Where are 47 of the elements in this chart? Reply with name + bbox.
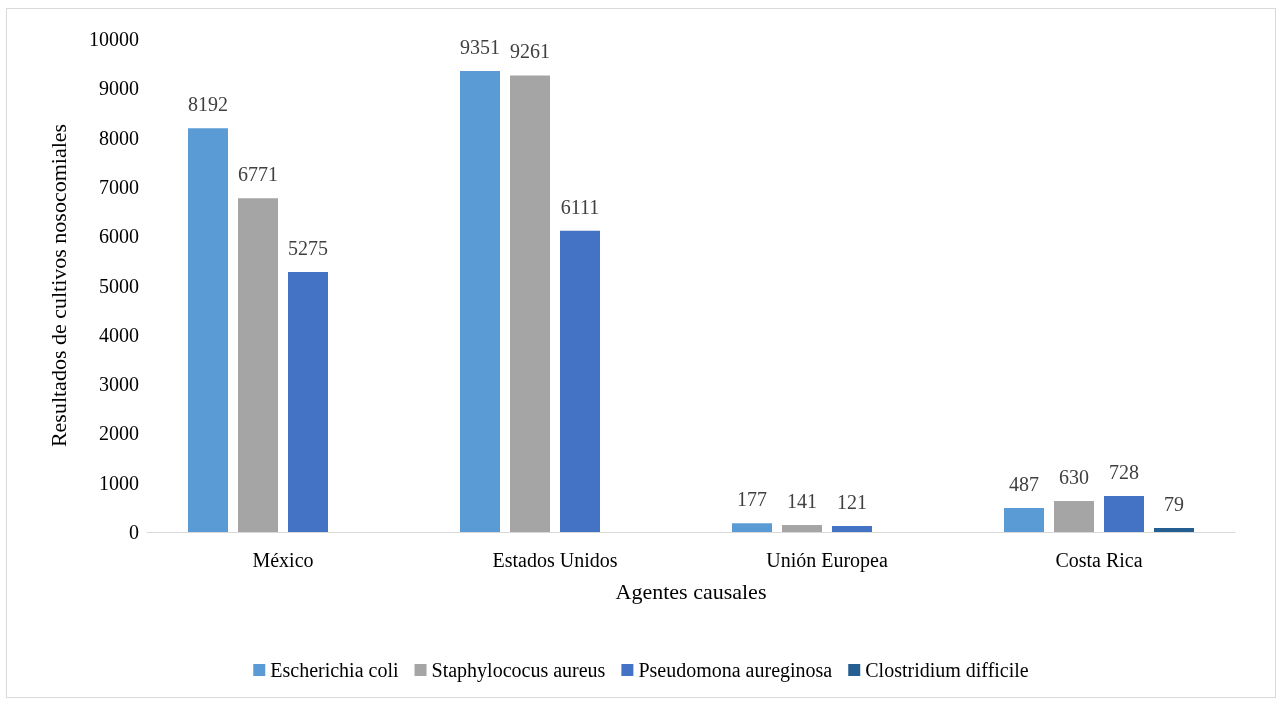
bar xyxy=(1004,507,1044,532)
x-tick-label: Unión Europea xyxy=(766,549,888,572)
bar xyxy=(782,525,822,532)
y-tick-label: 9000 xyxy=(99,77,139,100)
x-tick-label: México xyxy=(252,549,314,571)
data-label: 8192 xyxy=(188,93,228,116)
legend-label: Escherichia coli xyxy=(270,659,399,681)
bar xyxy=(1054,500,1094,532)
bar xyxy=(188,128,228,532)
bar xyxy=(288,271,328,532)
bar xyxy=(510,75,550,532)
y-tick-label: 1000 xyxy=(99,471,139,494)
bar xyxy=(560,230,600,532)
bar xyxy=(832,526,872,532)
x-tick-label: Estados Unidos xyxy=(492,549,618,571)
data-label: 121 xyxy=(837,491,867,514)
data-label: 487 xyxy=(1009,472,1039,495)
data-label: 5275 xyxy=(288,236,328,259)
y-axis-title: Resultados de cultivos nosocomiales xyxy=(45,123,71,448)
y-tick-label: 7000 xyxy=(99,175,139,198)
legend-label: Pseudomona aureginosa xyxy=(638,659,833,682)
data-label: 177 xyxy=(737,488,767,511)
y-tick-label: 4000 xyxy=(99,323,139,346)
data-label: 6771 xyxy=(238,163,278,186)
legend-label: Staphylococus aureus xyxy=(431,659,606,682)
y-tick-label: 3000 xyxy=(99,373,139,396)
bar xyxy=(732,523,772,532)
bar xyxy=(1104,496,1144,532)
data-label: 630 xyxy=(1059,465,1089,488)
y-tick-label: 6000 xyxy=(99,225,139,248)
x-tick-label: Costa Rica xyxy=(1055,549,1143,571)
legend-label: Clostridium difficile xyxy=(865,659,1029,681)
y-tick-label: 5000 xyxy=(99,274,139,297)
data-label: 79 xyxy=(1164,493,1184,516)
x-axis-title: Agentes causales xyxy=(615,578,767,604)
y-tick-label: 0 xyxy=(129,521,139,543)
bar xyxy=(460,71,500,532)
data-label: 6111 xyxy=(560,195,600,218)
y-tick-label: 10000 xyxy=(89,28,139,50)
data-label: 9261 xyxy=(510,40,550,63)
data-label: 9351 xyxy=(460,36,500,58)
data-label: 728 xyxy=(1109,461,1139,484)
bar xyxy=(1154,528,1194,532)
data-label: 141 xyxy=(787,490,817,513)
bar xyxy=(238,198,278,532)
y-tick-label: 2000 xyxy=(99,422,139,445)
y-tick-label: 8000 xyxy=(99,126,139,149)
